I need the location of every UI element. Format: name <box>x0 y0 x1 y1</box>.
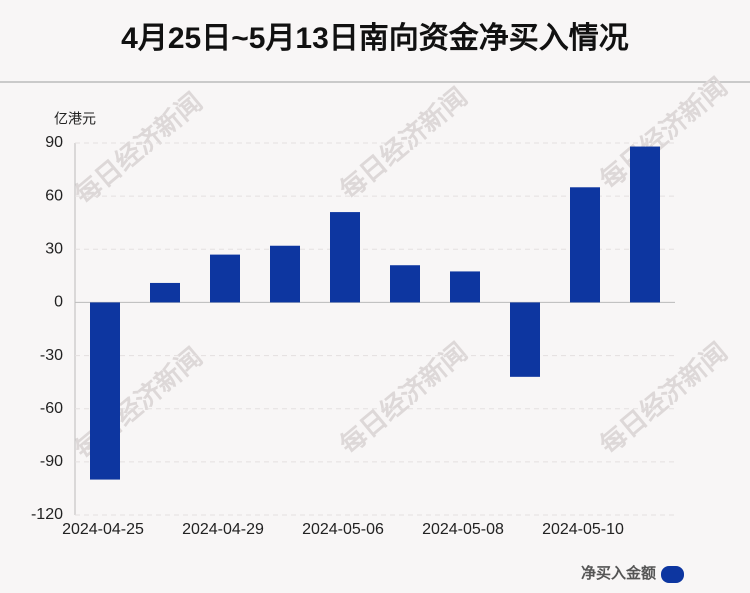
y-tick-label: 60 <box>45 187 63 204</box>
y-tick-label: 0 <box>54 294 63 311</box>
y-tick-label: -30 <box>40 347 63 364</box>
bar <box>150 282 180 303</box>
chart-title: 4月25日~5月13日南向资金净买入情况 <box>121 21 629 55</box>
bar <box>510 302 540 377</box>
bar <box>270 245 300 303</box>
y-tick-label: 30 <box>45 241 63 258</box>
bar <box>390 265 420 303</box>
x-tick-label: 2024-05-10 <box>542 521 624 538</box>
legend-label: 净买入金额 <box>581 564 656 582</box>
x-tick-label: 2024-05-06 <box>302 521 384 538</box>
x-tick-label: 2024-04-25 <box>62 521 144 538</box>
y-axis-unit: 亿港元 <box>54 111 96 127</box>
bar <box>90 302 120 480</box>
bar <box>330 212 360 303</box>
legend-swatch <box>661 566 684 583</box>
y-tick-label: -60 <box>40 400 63 417</box>
y-tick-label: -90 <box>40 453 63 470</box>
bar <box>570 187 600 303</box>
y-tick-label: -120 <box>31 506 63 523</box>
bar <box>450 271 480 303</box>
x-tick-label: 2024-05-08 <box>422 521 504 538</box>
x-tick-label: 2024-04-29 <box>182 521 264 538</box>
y-tick-label: 90 <box>45 134 63 151</box>
bar <box>210 254 240 303</box>
bar <box>630 146 660 303</box>
